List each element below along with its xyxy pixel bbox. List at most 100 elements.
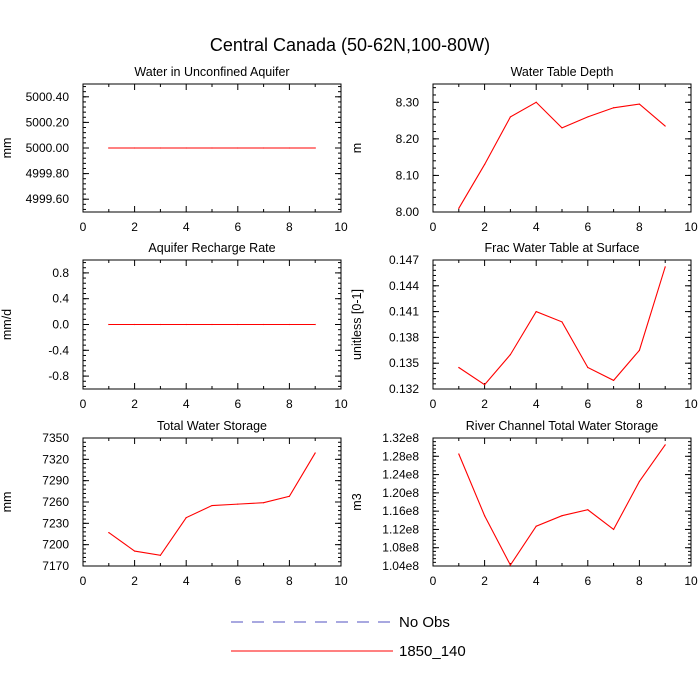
x-tick-label: 4 <box>533 574 540 588</box>
figure-title: Central Canada (50-62N,100-80W) <box>210 35 490 55</box>
y-tick-label: 7170 <box>42 559 69 573</box>
data-point <box>535 101 537 103</box>
data-point <box>263 147 265 149</box>
data-point <box>108 531 110 534</box>
y-tick-label: 1.16e8 <box>382 504 419 518</box>
data-point <box>509 116 511 118</box>
y-tick-label: 0.4 <box>52 292 69 306</box>
x-tick-label: 10 <box>684 397 698 411</box>
data-point <box>664 444 666 446</box>
y-axis-label: mm <box>0 492 14 513</box>
y-tick-label: 8.10 <box>396 168 420 182</box>
legend-label: No Obs <box>399 614 450 631</box>
data-point <box>638 349 641 351</box>
x-tick-label: 4 <box>183 397 190 411</box>
data-point <box>561 127 563 129</box>
panel-2: Water Table Depth m 0 2 4 6 8 10 8.00 8.10 8.20 8.3… <box>350 65 698 234</box>
y-tick-label: 5000.40 <box>26 90 70 104</box>
y-tick-label: 7320 <box>42 452 69 466</box>
x-tick-label: 0 <box>80 397 87 411</box>
data-point <box>664 266 666 268</box>
x-tick-label: 6 <box>234 574 241 588</box>
data-point <box>288 147 290 149</box>
panels: Water in Unconfined Aquifer mm 0 2 4 6 8 10 4999… <box>0 65 698 588</box>
data-point <box>613 528 615 531</box>
y-tick-label: 0.147 <box>389 253 419 267</box>
y-tick-label: 5000.20 <box>26 115 70 129</box>
data-point <box>613 107 615 109</box>
data-point <box>587 366 589 369</box>
data-point <box>185 517 187 519</box>
data-point <box>237 503 239 505</box>
data-point <box>561 321 563 323</box>
y-tick-label: 7350 <box>42 431 69 445</box>
panel-4: Frac Water Table at Surface unitless [0-1… <box>350 241 698 411</box>
panel-5: Total Water Storage mm 0 2 4 6 8 10 7170 7200 7230… <box>0 419 348 588</box>
plot-frame <box>432 437 692 567</box>
y-tick-label: 8.30 <box>396 95 420 109</box>
data-point <box>638 480 641 483</box>
x-tick-label: 6 <box>584 397 591 411</box>
x-tick-label: 10 <box>334 397 348 411</box>
x-tick-label: 6 <box>234 397 241 411</box>
data-point <box>211 147 213 149</box>
y-tick-label: 0.8 <box>52 266 69 280</box>
data-point <box>237 323 239 326</box>
x-tick-label: 8 <box>286 220 293 234</box>
data-point <box>211 504 213 507</box>
y-tick-label: 7290 <box>42 474 69 488</box>
y-tick-label: 0.0 <box>52 318 69 332</box>
y-tick-label: 5000.00 <box>26 141 70 155</box>
x-tick-label: 6 <box>584 220 591 234</box>
y-tick-label: 7260 <box>42 495 69 509</box>
y-axis-label: m3 <box>350 493 364 510</box>
x-tick-label: 8 <box>636 397 643 411</box>
y-tick-label: 1.28e8 <box>382 449 419 463</box>
data-point <box>314 147 316 149</box>
legend: No Obs 1850_140 <box>231 614 466 660</box>
x-tick-label: 10 <box>684 574 698 588</box>
x-tick-label: 10 <box>334 574 348 588</box>
y-tick-label: 0.141 <box>389 305 419 319</box>
data-point <box>561 515 563 517</box>
x-tick-label: 6 <box>584 574 591 588</box>
x-tick-label: 0 <box>80 574 87 588</box>
x-tick-label: 2 <box>481 220 488 234</box>
series-line <box>458 444 666 567</box>
x-tick-label: 4 <box>183 574 190 588</box>
x-tick-label: 8 <box>286 397 293 411</box>
data-point <box>314 323 316 326</box>
data-point <box>664 125 666 127</box>
data-point <box>134 550 136 552</box>
x-tick-label: 10 <box>334 220 348 234</box>
y-tick-label: 0.132 <box>389 382 419 396</box>
y-axis-label: m <box>350 143 364 153</box>
x-tick-label: 8 <box>636 220 643 234</box>
panel-6: River Channel Total Water Storage m3 0 2 4 6 8… <box>350 419 698 588</box>
y-tick-label: 1.20e8 <box>382 486 419 500</box>
y-tick-label: 0.135 <box>389 356 419 370</box>
y-tick-label: 1.24e8 <box>382 468 419 482</box>
y-tick-label: 4999.60 <box>26 192 70 206</box>
x-tick-label: 2 <box>481 397 488 411</box>
data-point <box>458 207 460 209</box>
data-point <box>458 453 460 455</box>
panel-title: Total Water Storage <box>157 419 267 433</box>
data-point <box>484 515 486 517</box>
data-point <box>108 323 110 326</box>
x-tick-label: 0 <box>80 220 87 234</box>
panel-title: Water in Unconfined Aquifer <box>134 65 289 79</box>
x-tick-label: 2 <box>131 220 138 234</box>
data-point <box>484 384 486 386</box>
y-tick-label: 4999.80 <box>26 167 70 181</box>
data-point <box>134 323 136 326</box>
y-tick-label: 1.12e8 <box>382 522 419 536</box>
data-point <box>288 323 290 326</box>
panel-title: Frac Water Table at Surface <box>485 241 640 255</box>
y-tick-label: 1.32e8 <box>382 431 419 445</box>
y-tick-label: 1.08e8 <box>382 541 419 555</box>
data-point <box>587 116 589 118</box>
y-tick-label: -0.4 <box>48 343 69 357</box>
panel-3: Aquifer Recharge Rate mm/d 0 2 4 6 8 10 -0.8 -0.4… <box>0 241 348 411</box>
